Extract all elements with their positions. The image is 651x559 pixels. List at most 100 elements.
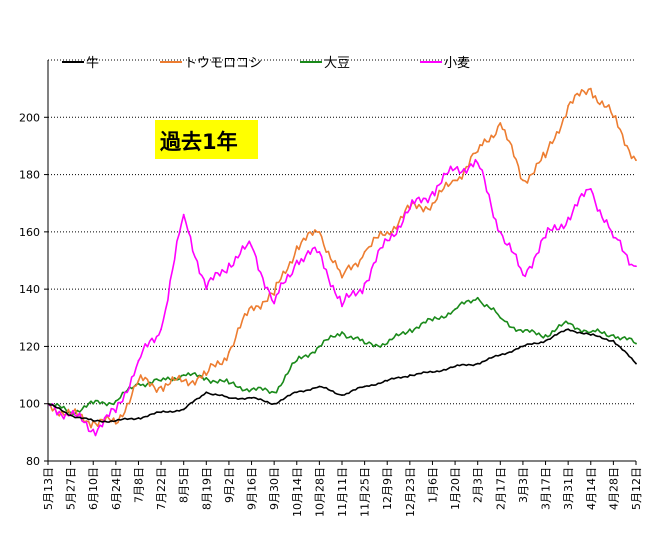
data-point [589,187,592,190]
data-point [341,331,343,334]
data-point [160,385,162,388]
data-point [454,179,456,182]
data-point [160,328,162,331]
data-point [454,167,456,170]
data-point [431,319,434,322]
data-point [589,87,592,90]
data-point [250,397,253,399]
data-point [612,236,615,239]
data-point [228,262,230,265]
data-point [160,411,162,414]
data-point [273,391,276,394]
x-tick-label: 1月6日 [426,467,439,503]
data-point [137,417,140,419]
x-axis-ticks: 5月13日 5月27日 6月10日 6月24日 7月8日 7月22日 8月5日 8月19日 9月… [42,461,643,517]
data-point [544,236,547,239]
data-point [228,397,230,399]
data-point [205,374,208,376]
data-point [47,402,49,405]
data-point [363,282,366,285]
data-point [92,428,95,431]
x-tick-label: 2月3日 [472,467,485,503]
data-point [612,334,615,336]
legend-label: 牛 [86,56,99,71]
data-point [182,408,185,411]
y-tick-label: 200 [19,111,40,124]
data-point [499,230,502,233]
y-tick-label: 100 [19,398,40,411]
x-tick-label: 12月9日 [381,467,394,510]
x-tick-label: 7月8日 [132,467,145,503]
x-tick-label: 6月10日 [87,467,100,510]
series-line-1 [47,87,637,429]
x-tick-label: 3月17日 [540,467,553,510]
data-point [295,259,298,262]
data-point [318,230,321,233]
data-point [114,420,117,422]
legend-label: 小麦 [444,56,470,71]
x-tick-label: 4月14日 [585,467,598,510]
data-point [544,334,547,336]
data-point [431,202,434,205]
data-point [522,345,524,348]
data-point [160,379,162,382]
x-tick-label: 10月14日 [291,467,304,517]
y-tick-label: 140 [19,283,40,296]
data-point [182,213,185,216]
x-tick-label: 3月3日 [517,467,530,503]
data-point [386,342,389,345]
data-point [386,379,389,382]
data-point [250,388,253,391]
x-tick-label: 2月17日 [494,467,507,510]
data-point [567,104,570,107]
y-tick-label: 80 [26,455,40,468]
data-point [205,288,208,291]
data-point [567,216,570,219]
data-point [612,116,615,119]
legend-label: トウモロコシ [184,56,262,71]
data-point [273,293,276,296]
data-point [454,365,456,368]
data-point [341,276,343,279]
data-point [205,391,208,394]
x-tick-label: 11月11日 [336,467,349,517]
annotation-highlight [155,120,258,159]
data-point [499,122,502,124]
x-tick-label: 4月28日 [607,467,620,510]
data-point [499,354,502,356]
series-line-0 [47,328,637,423]
x-tick-label: 3月31日 [562,467,575,510]
series-lines [47,87,637,437]
data-point [228,382,230,385]
series-line-2 [47,296,637,415]
data-point [205,377,208,379]
annotation-text: 過去1年 [160,130,238,154]
data-point [114,411,117,414]
data-point [522,273,524,276]
data-point [114,399,117,402]
legend-label: 大豆 [324,56,350,71]
data-point [476,296,479,299]
data-point [363,251,366,253]
data-point [228,351,230,354]
data-point [589,334,592,336]
data-point [250,305,253,308]
data-point [363,342,366,345]
y-tick-label: 160 [19,226,40,239]
data-point [635,159,637,162]
data-point [114,422,117,425]
data-point [92,402,95,405]
data-point [273,402,276,405]
data-point [567,322,570,325]
x-tick-label: 5月12日 [630,467,643,510]
data-point [69,414,72,417]
data-point [408,374,411,376]
data-point [318,345,321,348]
data-point [295,359,298,362]
data-point [567,328,570,331]
data-point [341,305,343,308]
data-point [182,374,185,376]
data-point [137,359,140,362]
x-tick-label: 8月5日 [178,467,191,503]
